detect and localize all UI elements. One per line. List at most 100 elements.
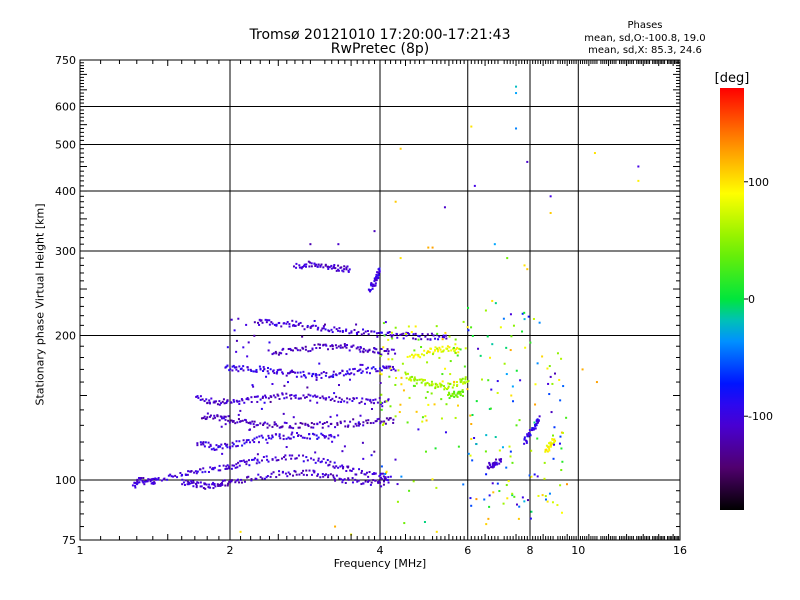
data-point — [342, 479, 345, 482]
data-point — [533, 421, 536, 424]
data-point — [298, 473, 301, 476]
data-point — [324, 264, 327, 267]
data-point — [509, 450, 512, 453]
data-point — [302, 370, 305, 373]
data-point — [347, 270, 350, 273]
data-point — [436, 383, 439, 386]
data-point — [140, 477, 143, 480]
data-point — [549, 441, 552, 444]
data-point — [511, 385, 514, 388]
data-point — [344, 329, 347, 332]
data-point — [537, 419, 540, 422]
data-point — [320, 263, 323, 266]
data-point — [284, 454, 287, 457]
data-point — [447, 387, 450, 390]
data-point — [307, 260, 310, 263]
data-point — [593, 152, 596, 155]
data-point — [382, 322, 385, 325]
data-point — [230, 467, 233, 470]
data-point — [553, 372, 556, 375]
data-point — [558, 442, 561, 445]
data-point — [526, 499, 529, 502]
data-point — [367, 480, 370, 483]
data-point — [251, 458, 254, 461]
data-point — [255, 424, 258, 427]
data-point — [234, 481, 237, 484]
data-point — [302, 394, 305, 397]
data-point — [335, 395, 338, 398]
data-point — [334, 344, 337, 347]
data-point — [348, 373, 351, 376]
data-point — [374, 368, 377, 371]
data-point — [309, 394, 312, 397]
data-point — [346, 397, 349, 400]
data-point — [409, 377, 412, 380]
data-point — [373, 402, 376, 405]
data-point — [413, 349, 416, 352]
data-point — [451, 386, 454, 389]
data-point — [196, 444, 199, 447]
data-point — [294, 394, 297, 397]
data-point — [276, 393, 279, 396]
data-point — [210, 448, 213, 451]
data-point — [534, 427, 537, 430]
data-point — [556, 352, 559, 355]
data-point — [192, 481, 195, 484]
data-point — [357, 479, 360, 482]
y-tick-label: 300 — [55, 245, 76, 258]
data-point — [509, 455, 512, 458]
data-point — [377, 273, 380, 276]
data-point — [395, 377, 398, 380]
data-point — [219, 469, 222, 472]
data-point — [237, 461, 240, 464]
data-point — [439, 385, 442, 388]
data-point — [299, 422, 302, 425]
data-point — [399, 257, 402, 260]
data-point — [377, 271, 380, 274]
data-point — [510, 394, 513, 397]
data-point — [491, 343, 494, 346]
data-point — [332, 265, 335, 268]
data-point — [391, 358, 394, 361]
data-point — [360, 371, 363, 374]
data-point — [308, 433, 311, 436]
data-point — [295, 473, 298, 476]
data-point — [206, 412, 209, 415]
data-point — [259, 476, 262, 479]
data-point — [374, 277, 377, 280]
data-point — [515, 369, 518, 372]
x-tick-label: 6 — [464, 544, 471, 557]
data-point — [370, 367, 373, 370]
data-point — [298, 266, 301, 269]
data-point — [442, 385, 445, 388]
data-point — [362, 351, 365, 354]
data-point — [243, 461, 246, 464]
data-point — [546, 500, 549, 503]
data-point — [544, 448, 547, 451]
data-point — [297, 454, 300, 457]
data-point — [240, 398, 243, 401]
data-point — [424, 450, 427, 453]
data-point — [489, 464, 492, 467]
data-point — [251, 439, 254, 442]
data-point — [406, 372, 409, 375]
data-point — [330, 328, 333, 331]
data-point — [337, 243, 340, 246]
data-point — [372, 399, 375, 402]
data-point — [246, 355, 249, 358]
data-point — [494, 463, 497, 466]
data-point — [256, 424, 259, 427]
data-point — [356, 346, 359, 349]
data-point — [355, 424, 358, 427]
data-point — [245, 460, 248, 463]
data-point — [459, 390, 462, 393]
data-point — [357, 369, 360, 372]
data-point — [382, 422, 385, 425]
data-point — [529, 517, 532, 520]
data-point — [260, 434, 263, 437]
data-point — [389, 367, 392, 370]
data-point — [313, 262, 316, 265]
data-point — [376, 370, 379, 373]
data-point — [329, 345, 332, 348]
